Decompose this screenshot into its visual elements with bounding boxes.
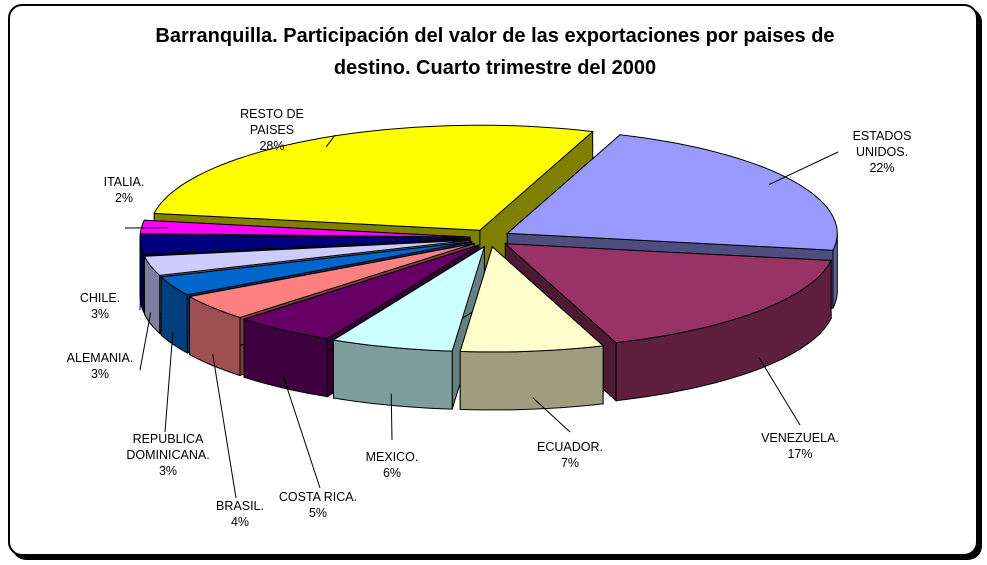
slice-top [332,245,486,352]
value-label: 3% [90,307,110,321]
slice-top [187,243,475,319]
category-label: COSTA RICA. [278,490,358,504]
slice [332,245,486,410]
leader-line [325,134,336,148]
category-label: ALEMANIA. [66,351,134,365]
category-label: VENEZUELA. [761,431,839,445]
value-label: 22% [869,161,895,175]
value-label: 3% [90,367,110,381]
leader-line [282,376,321,489]
value-label: 4% [230,515,250,529]
category-label: BRASIL. [216,499,264,513]
data-label: VENEZUELA. 17% [745,430,855,462]
data-label: ITALIA. 2% [94,174,154,206]
value-label: 28% [259,139,285,153]
slice-top [504,243,832,344]
data-label: COSTA RICA. 5% [268,489,368,521]
slice-top [459,246,605,353]
category-label: ITALIA. [103,175,145,189]
category-label: CHILE. [79,291,121,305]
leader-line [212,353,237,499]
leader-line [139,312,152,371]
leader-line [758,357,801,426]
data-label: ESTADOS UNIDOS. 22% [837,128,927,176]
slice-top [506,134,838,251]
value-label: 3% [158,464,178,478]
slice-top [143,239,471,276]
leader-line [164,332,174,433]
data-label: REPUBLICA DOMINICANA. 3% [108,431,228,479]
slice-top [159,241,472,296]
data-label: RESTO DE PAISES 28% [232,106,312,154]
leader-line [139,291,142,311]
category-label: ECUADOR. [537,440,603,454]
data-label: ALEMANIA. 3% [55,350,145,382]
category-label: REPUBLICA DOMINICANA. [126,432,210,462]
slice-top [139,234,471,256]
value-label: 7% [560,456,580,470]
slice [459,245,605,411]
category-label: MEXICO. [365,450,419,464]
chart-title: Barranquilla. Participación del valor de… [155,25,835,79]
leader-line [390,393,393,441]
data-label: CHILE. 3% [70,290,130,322]
value-label: 5% [308,506,328,520]
data-label: MEXICO. 6% [352,449,432,481]
value-label: 6% [382,466,402,480]
slice-wall [459,345,604,411]
category-label: RESTO DE PAISES [240,107,304,137]
slice-top [139,219,471,238]
value-label: 17% [787,447,813,461]
leader-line [532,397,571,433]
slice-top [242,244,479,340]
category-label: ESTADOS UNIDOS. [852,129,912,159]
leader-line [768,151,839,186]
data-label: ECUADOR. 7% [520,439,620,471]
value-label: 2% [114,191,134,205]
slice-top [153,124,594,231]
data-label: BRASIL. 4% [210,498,270,530]
